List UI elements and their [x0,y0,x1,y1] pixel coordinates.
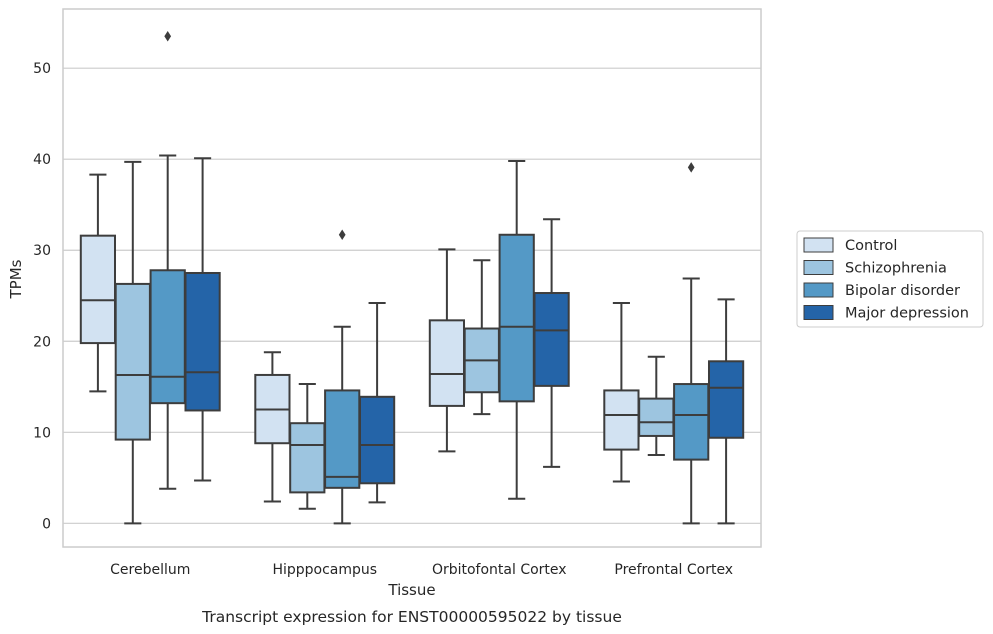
iqr-box [533,292,570,387]
y-tick-label: 0 [42,516,51,532]
legend-entry-label: Major depression [845,306,969,322]
legend-entry-label: Control [845,238,897,254]
x-tick-label: Cerebellum [110,562,190,578]
iqr-box [289,422,326,494]
legend-swatch [803,237,834,253]
legend-swatch [803,305,834,320]
legend-entry-label: Bipolar disorder [845,283,960,299]
iqr-box [428,319,466,407]
iqr-box [603,389,640,451]
y-tick-label: 20 [33,334,51,350]
box-major-depression [533,218,570,468]
plot-frame [62,8,762,548]
box-major-depression [358,302,396,504]
y-tick-label: 30 [33,243,51,259]
x-axis-ticks: Cerebellum Hipppocampus Orbitofontal Corte… [110,562,733,578]
outlier-point [164,31,172,42]
iqr-box [358,395,396,485]
outlier-point [687,162,695,173]
iqr-box [707,360,745,439]
box-bipolar-disorder [149,31,186,490]
x-tick-label: Orbitofontal Cortex [432,562,567,578]
box-schizophrenia [114,160,151,525]
y-tick-label: 40 [33,152,51,168]
iqr-box [498,233,535,403]
iqr-box [324,389,361,489]
y-tick-label: 10 [33,425,51,441]
iqr-box [149,269,186,405]
box-bipolar-disorder [498,160,535,500]
x-tick-label: Hipppocampus [272,562,377,578]
x-tick-label: Prefrontal Cortex [614,562,733,578]
x-axis-label: Tissue [387,581,435,599]
y-axis-ticks: 0 10 20 30 40 50 [33,61,51,532]
box-major-depression [184,157,221,482]
box-schizophrenia [638,355,675,457]
box-control [603,302,640,483]
legend-swatch [803,282,834,298]
outlier-point [338,229,346,241]
box-control [254,351,291,503]
iqr-box [673,383,710,461]
y-axis-label: TPMs [7,259,25,299]
legend: Control Schizophrenia Bipolar disorder Majo… [796,230,984,328]
box-groups [79,31,745,525]
legend-swatch [803,260,834,275]
legend-entry-label: Schizophrenia [845,261,947,277]
iqr-box [184,271,221,412]
chart-caption: Transcript expression for ENST0000059502… [201,608,622,626]
box-bipolar-disorder [324,229,361,525]
iqr-box [79,234,117,345]
box-major-depression [707,298,745,525]
box-bipolar-disorder [673,162,710,525]
iqr-box [114,282,151,441]
iqr-box [638,397,675,437]
legend-frame [796,230,984,328]
box-control [428,248,466,453]
y-tick-label: 50 [33,61,51,77]
